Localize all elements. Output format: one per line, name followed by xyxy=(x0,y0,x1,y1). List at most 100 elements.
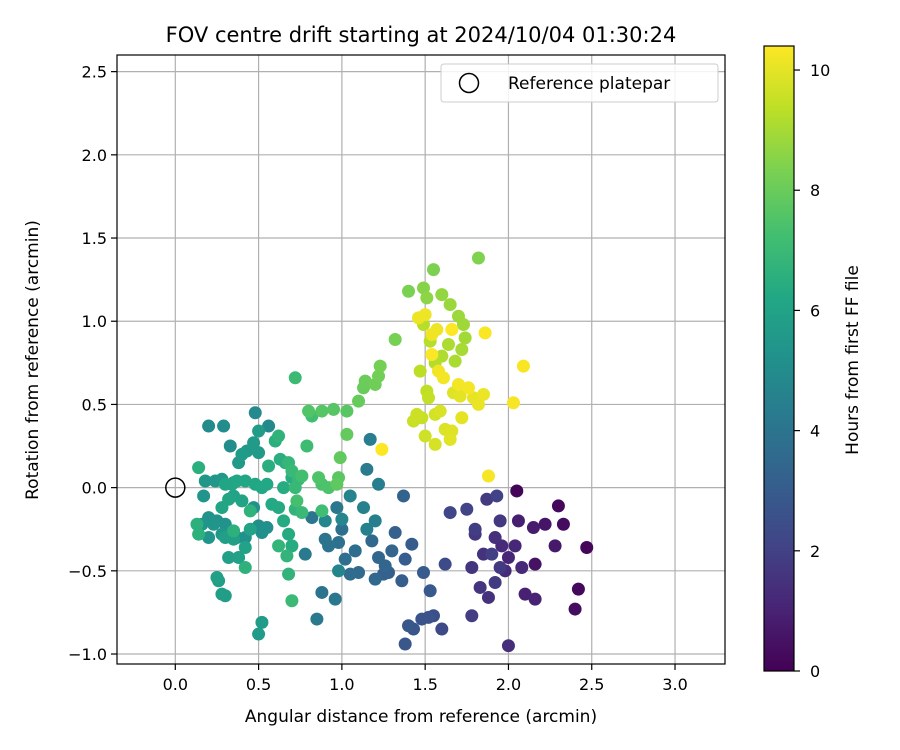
scatter-point xyxy=(373,359,387,373)
scatter-point xyxy=(252,627,266,641)
scatter-point xyxy=(243,522,257,536)
scatter-point xyxy=(315,585,329,599)
scatter-point xyxy=(453,389,467,403)
scatter-point xyxy=(343,567,357,581)
scatter-point xyxy=(425,348,439,362)
scatter-point xyxy=(298,547,312,561)
scatter-point xyxy=(551,499,565,513)
scatter-point xyxy=(398,552,412,566)
scatter-point xyxy=(340,427,354,441)
x-tick-label: 0.5 xyxy=(246,675,271,694)
scatter-point xyxy=(238,560,252,574)
x-tick-label: 1.0 xyxy=(329,675,354,694)
scatter-point xyxy=(471,251,485,265)
y-tick-label: 0.0 xyxy=(82,479,107,498)
scatter-point xyxy=(343,489,357,503)
scatter-point xyxy=(468,522,482,536)
scatter-point xyxy=(433,404,447,418)
scatter-point xyxy=(290,494,304,508)
legend-box xyxy=(440,63,719,103)
scatter-point xyxy=(465,560,479,574)
scatter-point xyxy=(363,432,377,446)
scatter-point xyxy=(277,514,291,528)
x-tick-label: 3.0 xyxy=(662,675,687,694)
scatter-point xyxy=(252,424,266,438)
colorbar-gradient xyxy=(763,45,795,672)
scatter-point xyxy=(455,411,469,425)
scatter-point xyxy=(202,531,216,545)
scatter-point xyxy=(481,469,495,483)
scatter-point xyxy=(481,590,495,604)
scatter-point xyxy=(315,504,329,518)
scatter-point xyxy=(262,419,276,433)
scatter-point xyxy=(372,551,386,565)
scatter-point xyxy=(526,521,540,535)
scatter-point xyxy=(556,517,570,531)
scatter-point xyxy=(340,404,354,418)
scatter-point xyxy=(217,419,231,433)
chart-title: FOV centre drift starting at 2024/10/04 … xyxy=(166,23,677,47)
colorbar-tick-label: 6 xyxy=(810,301,820,320)
scatter-point xyxy=(460,502,474,516)
scatter-point xyxy=(288,371,302,385)
scatter-point xyxy=(528,557,542,571)
scatter-point xyxy=(413,364,427,378)
scatter-point xyxy=(397,489,411,503)
scatter-point xyxy=(295,469,309,483)
scatter-point xyxy=(368,572,382,586)
scatter-point xyxy=(375,442,389,456)
scatter-point xyxy=(580,541,594,555)
plot-frame xyxy=(116,54,726,665)
scatter-point xyxy=(272,501,286,515)
scatter-point xyxy=(210,570,224,584)
scatter-point xyxy=(443,432,457,446)
scatter-point xyxy=(511,514,525,528)
colorbar-tick-label: 8 xyxy=(810,181,820,200)
scatter-point xyxy=(222,551,236,565)
scatter-point xyxy=(302,404,316,418)
scatter-point xyxy=(285,594,299,608)
scatter-point xyxy=(445,323,459,337)
scatter-point xyxy=(473,580,487,594)
scatter-point xyxy=(456,318,470,332)
scatter-point xyxy=(197,489,211,503)
colorbar-tick-label: 10 xyxy=(810,61,830,80)
scatter-point xyxy=(238,541,252,555)
scatter-point xyxy=(493,560,507,574)
scatter-point xyxy=(485,547,499,561)
y-tick-label: −0.5 xyxy=(68,562,107,581)
scatter-point xyxy=(476,387,490,401)
scatter-point xyxy=(418,429,432,443)
scatter-point xyxy=(190,517,204,531)
scatter-point xyxy=(458,331,472,345)
scatter-point xyxy=(310,612,324,626)
scatter-point xyxy=(368,514,382,528)
scatter-point xyxy=(312,471,326,485)
scatter-point xyxy=(471,397,485,411)
scatter-point xyxy=(451,377,465,391)
scatter-point xyxy=(501,639,515,653)
scatter-point xyxy=(260,477,274,491)
scatter-point xyxy=(357,501,371,515)
scatter-point xyxy=(436,371,450,385)
scatter-point xyxy=(428,437,442,451)
scatter-point xyxy=(538,517,552,531)
scatter-point xyxy=(247,436,261,450)
x-tick-label: 2.5 xyxy=(579,675,604,694)
scatter-point xyxy=(277,481,291,495)
scatter-point xyxy=(332,536,346,550)
scatter-point xyxy=(215,587,229,601)
scatter-point xyxy=(501,551,515,565)
scatter-point xyxy=(192,527,206,541)
scatter-point xyxy=(330,477,344,491)
scatter-point xyxy=(192,461,206,475)
scatter-point xyxy=(202,419,216,433)
colorbar-tick-label: 4 xyxy=(810,422,820,441)
scatter-point xyxy=(232,551,246,565)
scatter-point xyxy=(215,501,229,515)
scatter-point xyxy=(571,582,585,596)
scatter-point xyxy=(280,549,294,563)
scatter-point xyxy=(330,501,344,515)
legend-marker-reference xyxy=(458,72,480,94)
